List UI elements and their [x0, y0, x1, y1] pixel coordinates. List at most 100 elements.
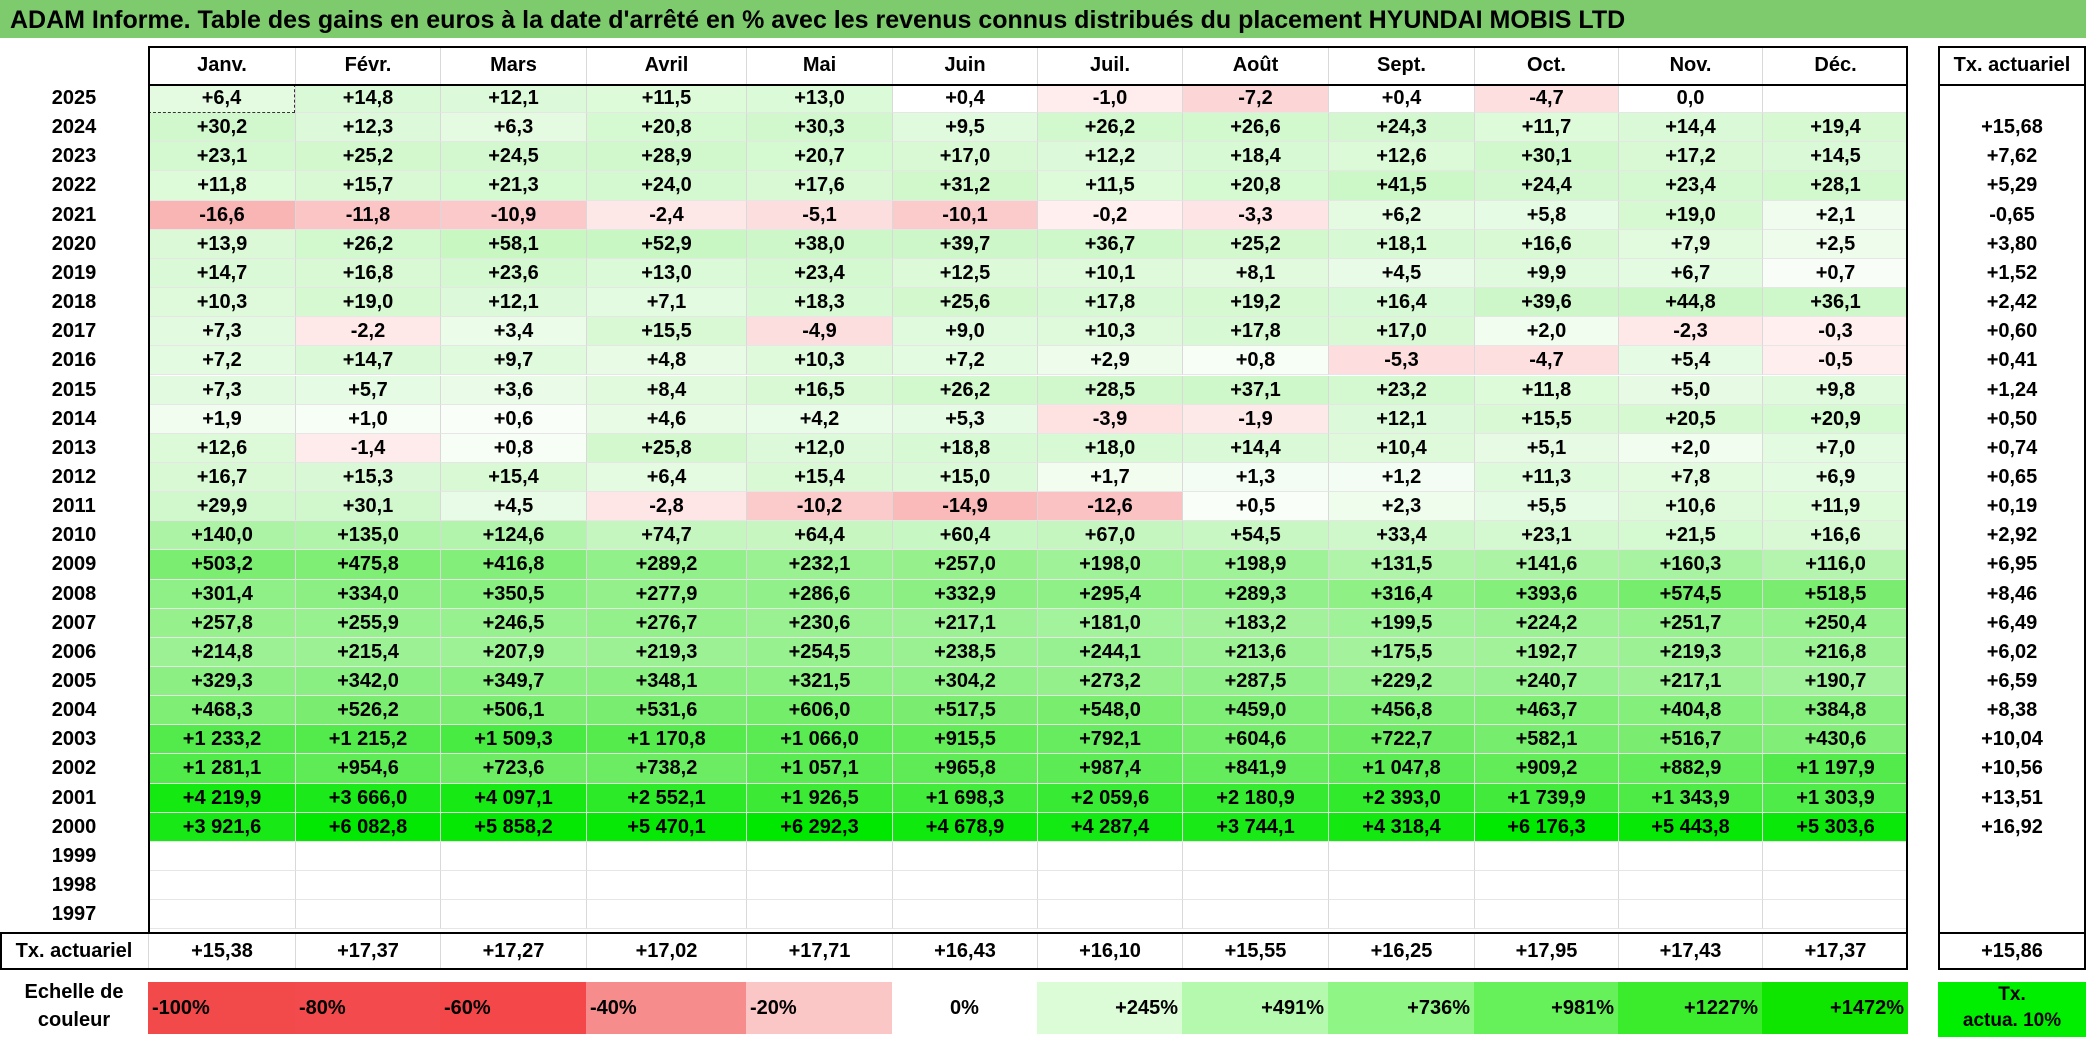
return-cell: +349,7 — [440, 667, 586, 697]
return-cell: +2 552,1 — [586, 783, 746, 813]
return-cell: +224,2 — [1474, 608, 1618, 638]
return-cell: +58,1 — [440, 229, 586, 259]
return-cell — [892, 871, 1037, 901]
return-cell: +5 470,1 — [586, 812, 746, 842]
return-cell: +246,5 — [440, 608, 586, 638]
table-row: 2013 +12,6 -1,4 +0,8 +25,8 +12,0 +18,8 +18,0 +14… — [0, 433, 1908, 463]
return-cell — [295, 871, 440, 901]
return-cell: +289,3 — [1182, 579, 1328, 609]
annual-rate-row: +16,92 — [1938, 813, 2086, 842]
return-cell: +12,1 — [1328, 404, 1474, 434]
annual-rate-row: +13,51 — [1938, 784, 2086, 813]
return-cell — [148, 841, 295, 872]
return-cell: +456,8 — [1328, 696, 1474, 726]
return-cell: +7,8 — [1618, 462, 1762, 493]
annual-rate-row — [1938, 84, 2086, 113]
annual-rate-row — [1938, 871, 2086, 900]
table-row: 2020 +13,9 +26,2 +58,1 +52,9 +38,0 +39,7 +36,7 +… — [0, 229, 1908, 259]
annual-rate-cell: +0,60 — [1986, 320, 2038, 343]
return-cell: +4,5 — [1328, 258, 1474, 289]
return-cell: +229,2 — [1328, 667, 1474, 697]
annual-rate-row: +8,46 — [1938, 580, 2086, 609]
return-cell: +2,9 — [1037, 346, 1182, 376]
return-cell: +13,0 — [746, 84, 892, 114]
return-cell: +238,5 — [892, 637, 1037, 667]
return-cell: +255,9 — [295, 608, 440, 638]
year-label: 2001 — [51, 786, 97, 809]
month-header: Févr. — [295, 46, 440, 84]
return-cell: +116,0 — [1762, 550, 1908, 580]
table-row: 2007 +257,8 +255,9 +246,5 +276,7 +230,6 +217,1… — [0, 608, 1908, 638]
return-cell — [1474, 841, 1618, 872]
return-cell: +1 233,2 — [148, 725, 295, 755]
return-cell: +1 739,9 — [1474, 783, 1618, 813]
return-cell: +4 219,9 — [148, 783, 295, 813]
return-cell: +12,0 — [746, 433, 892, 463]
table-row: 2022 +11,8 +15,7 +21,3 +24,0 +17,6 +31,2 +11,5 +… — [0, 171, 1908, 201]
annual-rate-cell: +0,50 — [1986, 407, 2038, 430]
table-row: 2016 +7,2 +14,7 +9,7 +4,8 +10,3 +7,2 +2,9 +0,8 -5… — [0, 346, 1908, 376]
return-cell: +29,9 — [148, 492, 295, 522]
table-row: 2015 +7,3 +5,7 +3,6 +8,4 +16,5 +26,2 +28,5 +37,1… — [0, 375, 1908, 405]
annual-rate-cell: +2,42 — [1986, 291, 2038, 314]
year-label: 2000 — [51, 815, 97, 838]
return-cell: +342,0 — [295, 667, 440, 697]
annual-rate-row: +0,74 — [1938, 434, 2086, 463]
return-cell: +0,4 — [892, 84, 1037, 114]
year-label: 2020 — [51, 232, 97, 255]
return-cell: +526,2 — [295, 696, 440, 726]
return-cell: -1,9 — [1182, 404, 1328, 434]
return-cell: +14,4 — [1618, 113, 1762, 143]
return-cell: +0,5 — [1182, 492, 1328, 522]
return-cell: +20,8 — [586, 113, 746, 143]
return-cell: +10,3 — [1037, 317, 1182, 347]
return-cell: -10,9 — [440, 200, 586, 230]
return-cell: +348,1 — [586, 667, 746, 697]
return-cell: +16,7 — [148, 462, 295, 493]
return-cell: +250,4 — [1762, 608, 1908, 638]
annual-rate-cell: -0,65 — [1989, 203, 2035, 226]
return-cell: +240,7 — [1474, 667, 1618, 697]
return-cell: -11,8 — [295, 200, 440, 230]
return-cell: +30,2 — [148, 113, 295, 143]
return-cell: +216,8 — [1762, 637, 1908, 667]
return-cell — [1762, 871, 1908, 901]
return-cell: +199,5 — [1328, 608, 1474, 638]
return-cell: +17,0 — [1328, 317, 1474, 347]
year-label: 2007 — [51, 611, 97, 634]
rate-10-legend-line2: actua. 10% — [1962, 1010, 2062, 1031]
return-cell: +11,5 — [1037, 171, 1182, 201]
return-cell: +792,1 — [1037, 725, 1182, 755]
return-cell — [1762, 84, 1908, 114]
table-row: 2003 +1 233,2 +1 215,2 +1 509,3 +1 170,8 +1 0… — [0, 725, 1908, 755]
return-cell — [295, 841, 440, 872]
return-cell: -12,6 — [1037, 492, 1182, 522]
return-cell: +350,5 — [440, 579, 586, 609]
table-row: 2024 +30,2 +12,3 +6,3 +20,8 +30,3 +9,5 +26,2 +26… — [0, 113, 1908, 143]
return-cell: +183,2 — [1182, 608, 1328, 638]
year-label: 2005 — [51, 670, 97, 692]
annual-rate-cell: +10,56 — [1981, 757, 2043, 780]
return-cell: +64,4 — [746, 521, 892, 551]
month-header: Sept. — [1328, 46, 1474, 84]
return-cell: +135,0 — [295, 521, 440, 551]
year-label: 2023 — [51, 145, 97, 168]
return-cell: +26,6 — [1182, 113, 1328, 143]
return-cell: +5 303,6 — [1762, 812, 1908, 842]
return-cell: +15,4 — [746, 462, 892, 493]
return-cell: +190,7 — [1762, 667, 1908, 697]
annual-rate-row: +0,65 — [1938, 463, 2086, 492]
return-cell: +277,9 — [586, 579, 746, 609]
annual-rate-row: +2,42 — [1938, 288, 2086, 317]
return-cell — [1762, 841, 1908, 872]
return-cell: +13,0 — [586, 258, 746, 289]
return-cell: -10,2 — [746, 492, 892, 522]
return-cell: +517,5 — [892, 696, 1037, 726]
return-cell: +18,1 — [1328, 229, 1474, 259]
annual-rate-row: +3,80 — [1938, 230, 2086, 259]
return-cell: +175,5 — [1328, 637, 1474, 667]
return-cell: +723,6 — [440, 754, 586, 784]
return-cell — [440, 900, 586, 930]
return-cell: +33,4 — [1328, 521, 1474, 551]
annual-rate-cell: +6,02 — [1986, 640, 2038, 663]
